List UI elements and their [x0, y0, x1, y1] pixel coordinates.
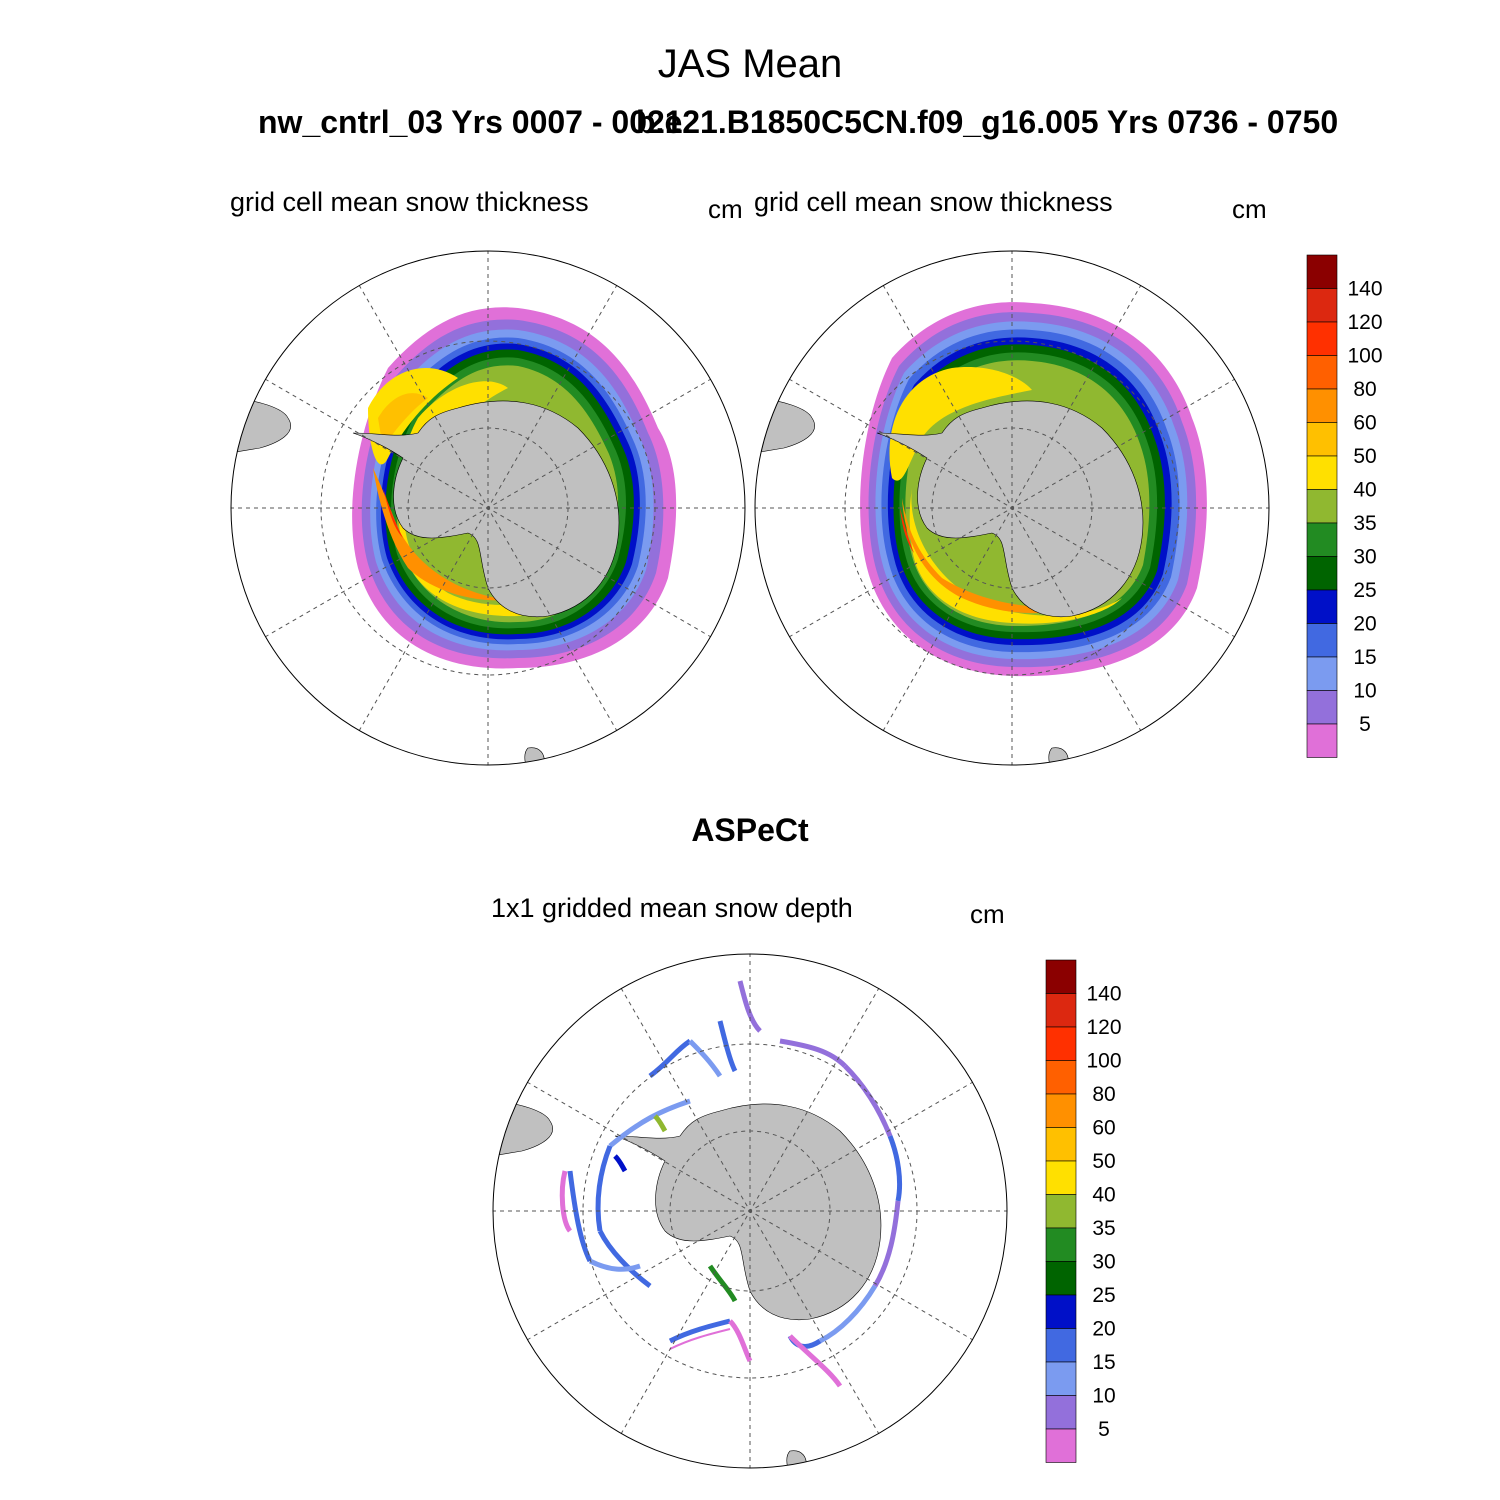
colorbar-top-swatch-6: [1306, 522, 1338, 557]
colorbar-top-label-25: 25: [1353, 579, 1376, 602]
colorbar-bottom-swatch-11: [1045, 1060, 1077, 1095]
panel2-variable-title: grid cell mean snow thickness: [754, 187, 1113, 217]
map-boundary: [754, 250, 1270, 766]
snow-band-50: [889, 367, 1032, 481]
colorbar-top-swatch-0: [1306, 723, 1338, 758]
colorbar-top-label-30: 30: [1353, 546, 1376, 569]
panel1-variable-title: grid cell mean snow thickness: [230, 187, 589, 217]
colorbar-bottom-label-60: 60: [1092, 1117, 1115, 1140]
colorbar-bottom-swatch-6: [1045, 1227, 1077, 1262]
colorbar-top-label-35: 35: [1353, 512, 1376, 535]
colorbar-top-label-50: 50: [1353, 445, 1376, 468]
colorbar-bottom: 5 10 15 20 25 30 35 40 50 60 80 100 120 140: [1045, 959, 1122, 1463]
colorbar-bottom-swatch-8: [1045, 1160, 1077, 1195]
colorbar-bottom-swatch-1: [1045, 1395, 1077, 1430]
colorbar-top-swatch-1: [1306, 690, 1338, 725]
panel2-units: cm: [1232, 194, 1267, 224]
colorbar-bottom-swatch-2: [1045, 1361, 1077, 1396]
map-boundary: [492, 953, 1008, 1469]
australia-land: [1048, 747, 1069, 765]
colorbar-bottom-swatch-3: [1045, 1328, 1077, 1363]
colorbar-top-swatch-10: [1306, 388, 1338, 423]
colorbar-top: 5 10 15 20 25 30 35 40 50 60 80 100 120 140: [1306, 254, 1383, 758]
panel2-case-title: b.e21.B1850C5CN.f09_g16.005 Yrs 0736 - 0…: [636, 104, 1339, 140]
colorbar-top-label-40: 40: [1353, 479, 1376, 502]
colorbar-bottom-label-40: 40: [1092, 1184, 1115, 1207]
colorbar-bottom-swatch-9: [1045, 1127, 1077, 1162]
colorbar-bottom-label-25: 25: [1092, 1284, 1115, 1307]
colorbar-bottom-label-10: 10: [1092, 1385, 1115, 1408]
colorbar-top-swatch-13: [1306, 288, 1338, 323]
colorbar-bottom-label-120: 120: [1086, 1016, 1121, 1039]
colorbar-bottom-label-100: 100: [1086, 1050, 1121, 1073]
colorbar-top-swatch-11: [1306, 355, 1338, 390]
colorbar-bottom-label-15: 15: [1092, 1351, 1115, 1374]
colorbar-bottom-swatch-12: [1045, 1026, 1077, 1061]
colorbar-bottom-swatch-14: [1045, 959, 1077, 994]
graticule: [231, 251, 745, 765]
colorbar-bottom-label-30: 30: [1092, 1251, 1115, 1274]
map-panel-1: [230, 250, 746, 766]
colorbar-bottom-label-80: 80: [1092, 1083, 1115, 1106]
colorbar-bottom-swatch-0: [1045, 1428, 1077, 1463]
colorbar-top-swatch-9: [1306, 422, 1338, 457]
australia-land: [524, 747, 545, 765]
colorbar-bottom-label-20: 20: [1092, 1318, 1115, 1341]
colorbar-bottom-swatch-7: [1045, 1194, 1077, 1229]
colorbar-top-label-5: 5: [1359, 713, 1371, 736]
map-panel-2: [754, 250, 1270, 766]
colorbar-bottom-label-140: 140: [1086, 983, 1121, 1006]
snow-band-80: [378, 393, 428, 448]
aspect-variable-title: 1x1 gridded mean snow depth: [491, 893, 853, 923]
colorbar-top-label-140: 140: [1347, 278, 1382, 301]
colorbar-top-swatch-7: [1306, 489, 1338, 524]
map-panel-aspect: [492, 953, 1008, 1469]
colorbar-bottom-swatch-4: [1045, 1294, 1077, 1329]
panel1-units: cm: [708, 194, 743, 224]
colorbar-top-swatch-8: [1306, 455, 1338, 490]
colorbar-top-label-60: 60: [1353, 412, 1376, 435]
aspect-title: ASPeCt: [691, 812, 809, 848]
aspect-units: cm: [970, 899, 1005, 929]
colorbar-bottom-label-50: 50: [1092, 1150, 1115, 1173]
colorbar-top-swatch-12: [1306, 321, 1338, 356]
graticule: [493, 954, 1007, 1468]
colorbar-top-label-100: 100: [1347, 345, 1382, 368]
colorbar-bottom-label-5: 5: [1098, 1418, 1110, 1441]
colorbar-top-swatch-5: [1306, 556, 1338, 591]
graticule: [755, 251, 1269, 765]
main-title: JAS Mean: [657, 42, 843, 86]
colorbar-bottom-swatch-13: [1045, 993, 1077, 1028]
colorbar-top-label-80: 80: [1353, 378, 1376, 401]
observation-tracks: [559, 980, 903, 1388]
colorbar-bottom-swatch-5: [1045, 1261, 1077, 1296]
colorbar-top-swatch-4: [1306, 589, 1338, 624]
map-boundary: [230, 250, 746, 766]
colorbar-top-swatch-3: [1306, 623, 1338, 658]
panel1-case-title: nw_cntrl_03 Yrs 0007 - 0021: [258, 104, 683, 140]
colorbar-bottom-label-35: 35: [1092, 1217, 1115, 1240]
snow-band-80: [902, 498, 1082, 614]
snow-band-60: [909, 488, 1122, 624]
australia-land: [786, 1450, 807, 1468]
colorbar-bottom-swatch-10: [1045, 1093, 1077, 1128]
colorbar-top-swatch-14: [1306, 254, 1338, 289]
colorbar-top-label-20: 20: [1353, 613, 1376, 636]
colorbar-top-label-15: 15: [1353, 646, 1376, 669]
colorbar-top-label-10: 10: [1353, 680, 1376, 703]
colorbar-top-label-120: 120: [1347, 311, 1382, 334]
antarctica-land: [614, 1103, 882, 1321]
colorbar-top-swatch-2: [1306, 656, 1338, 691]
